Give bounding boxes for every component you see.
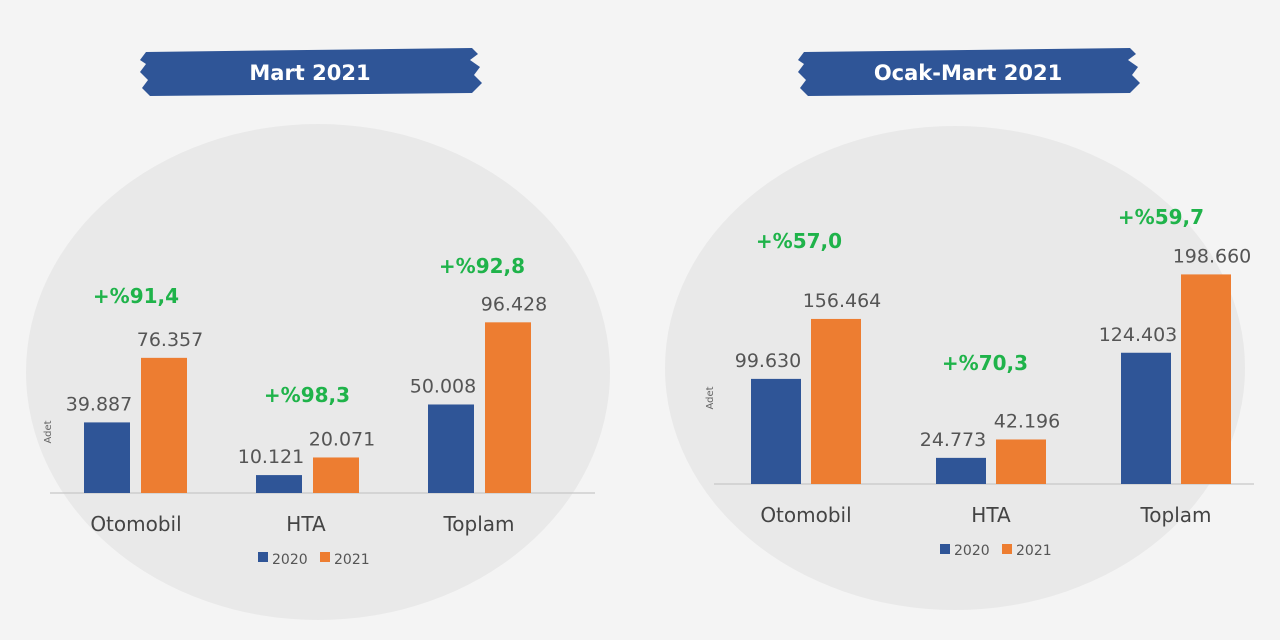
bar-2020-toplam [428, 404, 474, 493]
bar-2020-toplam [1121, 352, 1171, 484]
value-label-2020-otomobil: 39.887 [66, 393, 132, 415]
value-label-2020-otomobil: 99.630 [735, 350, 801, 372]
legend-swatch-2021 [1002, 544, 1012, 554]
legend-label-2021: 2021 [1016, 543, 1052, 559]
growth-label-hta: +%98,3 [264, 383, 350, 407]
title-banner [798, 48, 1140, 96]
legend-swatch-2020 [258, 552, 268, 562]
bar-2021-hta [313, 457, 359, 493]
value-label-2020-toplam: 50.008 [410, 375, 476, 397]
chart-background-ellipse [665, 126, 1245, 610]
value-label-2021-otomobil: 76.357 [137, 329, 203, 351]
growth-label-toplam: +%59,7 [1118, 205, 1204, 229]
legend-label-2021: 2021 [334, 552, 370, 568]
legend-swatch-2020 [940, 544, 950, 554]
value-label-2020-toplam: 124.403 [1099, 324, 1178, 346]
growth-label-toplam: +%92,8 [439, 254, 525, 278]
bar-2021-toplam [485, 322, 531, 493]
bar-2021-hta [996, 439, 1046, 484]
chart-ocak-mart-2021: Ocak-Mart 2021 Adet 99.630 156.464 Otomobil +… [665, 48, 1254, 610]
value-label-2021-otomobil: 156.464 [803, 290, 882, 312]
bar-2021-otomobil [141, 357, 187, 493]
growth-label-otomobil: +%57,0 [756, 229, 842, 253]
chart-title: Ocak-Mart 2021 [874, 61, 1062, 85]
growth-label-otomobil: +%91,4 [93, 284, 179, 308]
bar-2020-hta [936, 457, 986, 484]
value-label-2021-hta: 42.196 [994, 410, 1060, 432]
bar-2021-toplam [1181, 274, 1231, 484]
y-axis-label: Adet [705, 386, 716, 409]
value-label-2020-hta: 10.121 [238, 446, 304, 468]
category-label-toplam: Toplam [442, 512, 514, 536]
chart-title: Mart 2021 [249, 61, 370, 85]
bar-2020-otomobil [751, 378, 801, 484]
growth-label-hta: +%70,3 [942, 351, 1028, 375]
bar-2021-otomobil [811, 318, 861, 484]
legend-label-2020: 2020 [272, 552, 308, 568]
category-label-otomobil: Otomobil [760, 503, 851, 527]
category-label-hta: HTA [971, 503, 1011, 527]
legend-swatch-2021 [320, 552, 330, 562]
bar-2020-hta [256, 475, 302, 493]
legend-label-2020: 2020 [954, 543, 990, 559]
value-label-2021-toplam: 198.660 [1173, 245, 1252, 267]
category-label-toplam: Toplam [1139, 503, 1211, 527]
legend: 2020 2021 [940, 543, 1052, 559]
value-label-2021-toplam: 96.428 [481, 293, 547, 315]
category-label-hta: HTA [286, 512, 326, 536]
category-label-otomobil: Otomobil [90, 512, 181, 536]
y-axis-label: Adet [43, 420, 54, 443]
title-banner [140, 48, 482, 96]
bar-2020-otomobil [84, 422, 130, 493]
legend: 2020 2021 [258, 552, 370, 568]
value-label-2021-hta: 20.071 [309, 428, 375, 450]
chart-mart-2021: Mart 2021 Adet 39.887 76.357 Otomobil +%91,4 1… [26, 48, 610, 620]
value-label-2020-hta: 24.773 [920, 429, 986, 451]
chart-background-ellipse [26, 124, 610, 620]
